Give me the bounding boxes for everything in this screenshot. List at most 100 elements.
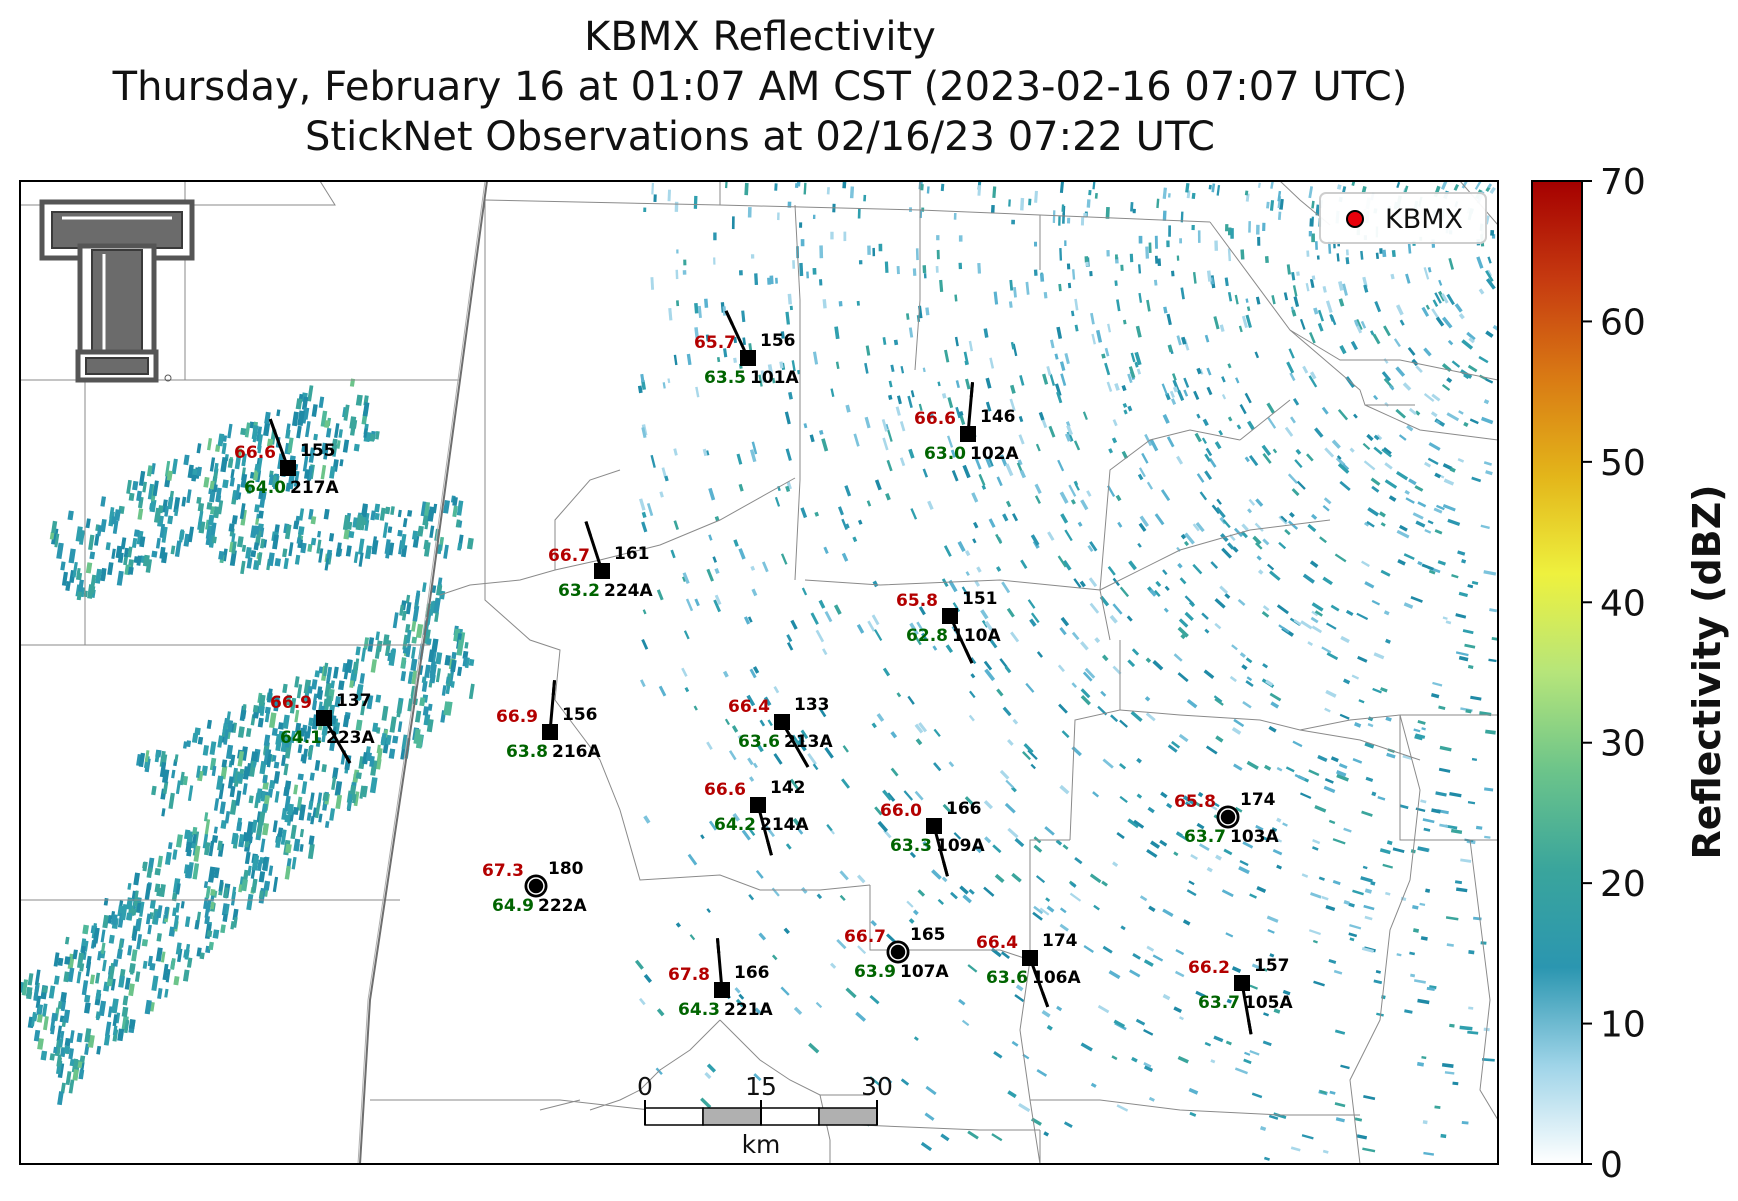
colorbar-tick-0: 0 xyxy=(1600,1145,1623,1186)
station-id: 110A xyxy=(952,626,1001,646)
station-id: 107A xyxy=(900,962,949,982)
station-dewpoint: 64.3 xyxy=(678,1000,720,1020)
wind-barb-flag xyxy=(969,382,975,398)
station-id: 214A xyxy=(760,815,809,835)
station-101A: 65.7 156 63.5 101A xyxy=(694,310,799,388)
station-dewpoint: 64.2 xyxy=(714,815,756,835)
station-square-icon xyxy=(740,350,756,366)
wind-barb-flag xyxy=(551,680,557,696)
colorbar-tick-60: 60 xyxy=(1600,302,1646,343)
station-102A: 66.6 146 63.0 102A xyxy=(914,382,1019,464)
station-dewpoint: 63.3 xyxy=(890,836,932,856)
station-id: 106A xyxy=(1032,968,1081,988)
wind-barb-flag xyxy=(766,840,773,856)
station-value: 155 xyxy=(300,441,336,461)
station-dewpoint: 62.8 xyxy=(906,626,948,646)
station-temperature: 66.4 xyxy=(976,933,1018,953)
wind-barb-flag xyxy=(799,753,810,768)
wind-barb-flag xyxy=(268,418,277,434)
station-id: 213A xyxy=(784,732,833,752)
station-square-icon xyxy=(1234,975,1250,991)
scale-bar: 0 15 30 km xyxy=(637,1072,893,1159)
map-frame xyxy=(19,180,1499,1165)
station-value: 166 xyxy=(734,963,770,983)
scale-label-15: 15 xyxy=(745,1072,777,1101)
station-id: 221A xyxy=(724,1000,773,1020)
station-value: 156 xyxy=(562,705,598,725)
station-square-icon xyxy=(316,710,332,726)
station-id: 103A xyxy=(1230,827,1279,847)
station-id: 223A xyxy=(326,728,375,748)
station-temperature: 65.8 xyxy=(1174,792,1216,812)
station-217A: 66.6 155 64.0 217A xyxy=(234,418,339,498)
station-square-icon xyxy=(280,460,296,476)
station-id: 217A xyxy=(290,478,339,498)
station-square-icon xyxy=(750,797,766,813)
station-224A: 66.7 161 63.2 224A xyxy=(548,521,653,601)
texas-tech-logo xyxy=(39,199,195,383)
wind-barb-flag xyxy=(584,521,592,537)
station-dewpoint: 64.9 xyxy=(492,896,534,916)
station-dewpoint: 63.7 xyxy=(1198,993,1240,1013)
station-dewpoint: 63.7 xyxy=(1184,827,1226,847)
station-213A: 66.4 133 63.6 213A xyxy=(728,695,833,768)
station-222A: 67.3 180 64.9 222A xyxy=(482,859,587,916)
station-id: 216A xyxy=(552,742,601,762)
station-value: 180 xyxy=(548,859,584,879)
scale-unit: km xyxy=(742,1130,781,1159)
colorbar-tick-10: 10 xyxy=(1600,1005,1646,1046)
station-value: 157 xyxy=(1254,956,1290,976)
colorbar-tick-40: 40 xyxy=(1600,583,1646,624)
station-223A: 66.9 137 64.1 223A xyxy=(270,691,375,764)
state-boundary xyxy=(357,181,488,1164)
kbmx-marker-icon xyxy=(1346,210,1364,228)
colorbar-gradient xyxy=(1531,180,1583,1165)
station-temperature: 66.2 xyxy=(1188,958,1230,978)
station-square-icon xyxy=(1022,950,1038,966)
station-id: 224A xyxy=(604,581,653,601)
station-temperature: 66.0 xyxy=(880,801,922,821)
station-id: 109A xyxy=(936,836,985,856)
station-105A: 66.2 157 63.7 105A xyxy=(1188,956,1293,1035)
station-dewpoint: 63.0 xyxy=(924,444,966,464)
station-id: 101A xyxy=(750,368,799,388)
station-221A: 67.8 166 64.3 221A xyxy=(668,938,773,1020)
station-dewpoint: 63.5 xyxy=(704,368,746,388)
station-square-icon xyxy=(542,724,558,740)
station-temperature: 65.7 xyxy=(694,333,736,353)
colorbar-tick-30: 30 xyxy=(1600,724,1646,765)
wind-barb-flag xyxy=(1041,992,1050,1008)
colorbar-tick-50: 50 xyxy=(1600,443,1646,484)
station-square-icon xyxy=(594,563,610,579)
station-value: 174 xyxy=(1042,931,1078,951)
station-square-icon xyxy=(942,608,958,624)
station-value: 137 xyxy=(336,691,372,711)
station-dewpoint: 63.2 xyxy=(558,581,600,601)
station-square-icon xyxy=(960,426,976,442)
title-line-1: KBMX Reflectivity xyxy=(584,14,936,60)
station-110A: 65.8 151 62.8 110A xyxy=(896,589,1001,664)
station-temperature: 66.7 xyxy=(844,927,886,947)
scale-label-0: 0 xyxy=(637,1072,653,1101)
station-temperature: 66.7 xyxy=(548,546,590,566)
colorbar-tick-70: 70 xyxy=(1600,162,1646,203)
station-value: 174 xyxy=(1240,790,1276,810)
station-dewpoint: 63.6 xyxy=(738,732,780,752)
title-line-2: Thursday, February 16 at 01:07 AM CST (2… xyxy=(112,64,1408,110)
station-temperature: 66.9 xyxy=(496,707,538,727)
colorbar: 0 10 20 30 40 50 60 70 Reflectivity (dBZ) xyxy=(1531,162,1729,1186)
map-background xyxy=(20,181,1498,1164)
station-dewpoint: 64.1 xyxy=(280,728,322,748)
station-id: 105A xyxy=(1244,993,1293,1013)
station-value: 133 xyxy=(794,695,830,715)
station-id: 222A xyxy=(538,896,587,916)
station-dewpoint: 63.6 xyxy=(986,968,1028,988)
station-value: 161 xyxy=(614,544,650,564)
wind-barb-flag xyxy=(1246,1019,1253,1035)
colorbar-label: Reflectivity (dBZ) xyxy=(1685,484,1729,859)
station-value: 166 xyxy=(946,799,982,819)
station-214A: 66.6 142 64.2 214A xyxy=(704,778,809,856)
station-temperature: 66.9 xyxy=(270,693,312,713)
station-temperature: 65.8 xyxy=(896,591,938,611)
